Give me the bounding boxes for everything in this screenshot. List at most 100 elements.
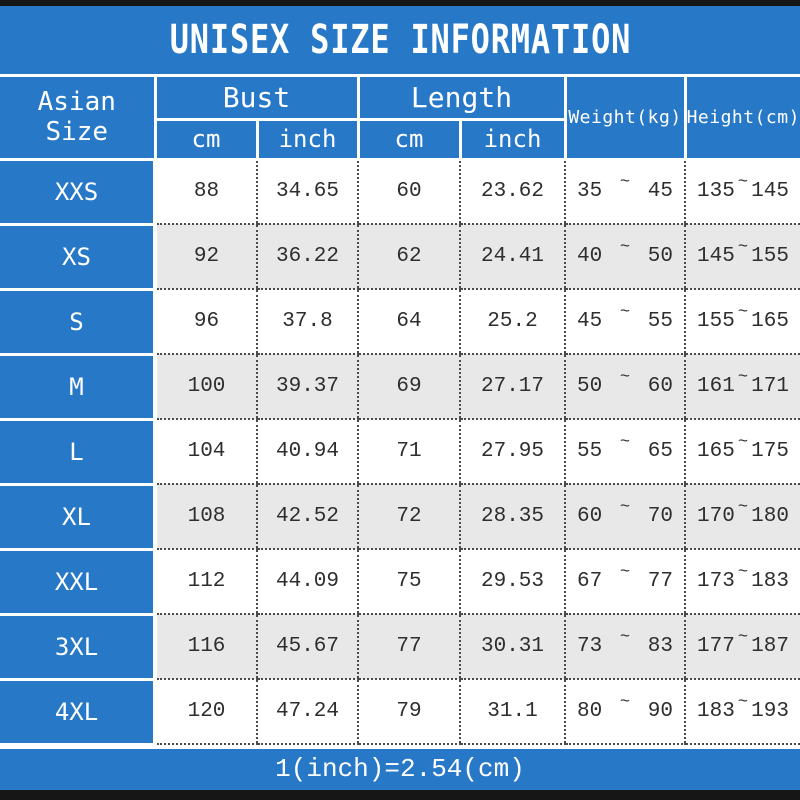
size-label-cell: M — [0, 354, 157, 421]
header-length-cm: cm — [356, 119, 462, 161]
weight-max: 50 — [647, 245, 673, 269]
weight-min: 55 — [577, 440, 603, 464]
weight-min: 60 — [577, 505, 603, 529]
weight-range-cell: 55 ~ 65 — [564, 419, 685, 486]
height-range-cell: 145 ~ 155 — [684, 224, 800, 291]
range-tilde: ~ — [737, 693, 749, 713]
weight-max: 77 — [647, 570, 673, 594]
bottom-border-bar — [0, 790, 800, 800]
range-tilde: ~ — [619, 498, 631, 518]
weight-min: 45 — [577, 310, 603, 334]
weight-max: 65 — [647, 440, 673, 464]
range-tilde: ~ — [737, 498, 749, 518]
range-tilde: ~ — [619, 173, 631, 193]
size-table-header: Asian Size Bust Length Weight(kg) Height… — [0, 77, 800, 161]
bust-cm-cell: 104 — [155, 419, 257, 486]
length-cm-cell: 77 — [357, 614, 460, 681]
bust-cm-cell: 108 — [155, 484, 257, 551]
length-cm-cell: 69 — [357, 354, 460, 421]
range-tilde: ~ — [619, 563, 631, 583]
weight-range-cell: 40 ~ 50 — [564, 224, 685, 291]
bust-inch-cell: 47.24 — [256, 679, 358, 746]
length-inch-cell: 27.17 — [459, 354, 565, 421]
height-min: 177 — [697, 635, 735, 659]
length-inch-cell: 25.2 — [459, 289, 565, 356]
height-min: 161 — [697, 375, 735, 399]
header-asian-size: Asian Size — [0, 77, 157, 161]
header-bust-group: Bust — [153, 77, 360, 121]
size-table: Asian Size Bust Length Weight(kg) Height… — [0, 77, 800, 746]
height-max: 175 — [751, 440, 789, 464]
height-range-cell: 177 ~ 187 — [684, 614, 800, 681]
length-inch-cell: 27.95 — [459, 419, 565, 486]
length-cm-cell: 71 — [357, 419, 460, 486]
range-tilde: ~ — [619, 433, 631, 453]
length-cm-cell: 79 — [357, 679, 460, 746]
bust-inch-cell: 45.67 — [256, 614, 358, 681]
weight-max: 70 — [647, 505, 673, 529]
length-inch-cell: 24.41 — [459, 224, 565, 291]
weight-range-cell: 80 ~ 90 — [564, 679, 685, 746]
range-tilde: ~ — [737, 303, 749, 323]
header-bust-inch: inch — [255, 119, 360, 161]
height-max: 155 — [751, 245, 789, 269]
size-label-cell: XXL — [0, 549, 157, 616]
height-min: 155 — [697, 310, 735, 334]
weight-range-cell: 60 ~ 70 — [564, 484, 685, 551]
range-tilde: ~ — [737, 238, 749, 258]
bust-cm-cell: 92 — [155, 224, 257, 291]
bust-cm-cell: 120 — [155, 679, 257, 746]
weight-min: 67 — [577, 570, 603, 594]
height-max: 171 — [751, 375, 789, 399]
size-label-cell: L — [0, 419, 157, 486]
bust-inch-cell: 37.8 — [256, 289, 358, 356]
height-min: 165 — [697, 440, 735, 464]
length-inch-cell: 28.35 — [459, 484, 565, 551]
top-border-bar — [0, 0, 800, 6]
bust-cm-cell: 116 — [155, 614, 257, 681]
table-row: XXS 88 34.65 60 23.62 35 ~ 45 135 ~ 145 — [0, 159, 800, 226]
title-banner: UNISEX SIZE INFORMATION — [0, 5, 800, 78]
weight-min: 35 — [577, 180, 603, 204]
table-row: XXL 112 44.09 75 29.53 67 ~ 77 173 ~ 183 — [0, 549, 800, 616]
range-tilde: ~ — [737, 173, 749, 193]
height-min: 170 — [697, 505, 735, 529]
range-tilde: ~ — [737, 563, 749, 583]
length-cm-cell: 72 — [357, 484, 460, 551]
weight-min: 50 — [577, 375, 603, 399]
table-row: XL 108 42.52 72 28.35 60 ~ 70 170 ~ 180 — [0, 484, 800, 551]
conversion-note-banner: 1(inch)=2.54(cm) — [0, 745, 800, 791]
table-row: 4XL 120 47.24 79 31.1 80 ~ 90 183 ~ 193 — [0, 679, 800, 746]
bust-inch-cell: 44.09 — [256, 549, 358, 616]
size-label-cell: XS — [0, 224, 157, 291]
page-title: UNISEX SIZE INFORMATION — [169, 17, 631, 64]
size-label-cell: S — [0, 289, 157, 356]
size-label-cell: XL — [0, 484, 157, 551]
length-inch-cell: 31.1 — [459, 679, 565, 746]
weight-max: 83 — [647, 635, 673, 659]
length-inch-cell: 23.62 — [459, 159, 565, 226]
table-row: 3XL 116 45.67 77 30.31 73 ~ 83 177 ~ 187 — [0, 614, 800, 681]
weight-max: 45 — [647, 180, 673, 204]
height-max: 187 — [751, 635, 789, 659]
size-label-cell: XXS — [0, 159, 157, 226]
height-min: 183 — [697, 700, 735, 724]
height-min: 173 — [697, 570, 735, 594]
length-inch-cell: 30.31 — [459, 614, 565, 681]
table-row: S 96 37.8 64 25.2 45 ~ 55 155 ~ 165 — [0, 289, 800, 356]
bust-inch-cell: 34.65 — [256, 159, 358, 226]
height-range-cell: 183 ~ 193 — [684, 679, 800, 746]
height-max: 145 — [751, 180, 789, 204]
range-tilde: ~ — [619, 368, 631, 388]
weight-min: 40 — [577, 245, 603, 269]
bust-inch-cell: 36.22 — [256, 224, 358, 291]
range-tilde: ~ — [619, 628, 631, 648]
weight-max: 90 — [647, 700, 673, 724]
length-inch-cell: 29.53 — [459, 549, 565, 616]
size-label-cell: 4XL — [0, 679, 157, 746]
header-length-group: Length — [356, 77, 567, 121]
weight-range-cell: 35 ~ 45 — [564, 159, 685, 226]
height-range-cell: 170 ~ 180 — [684, 484, 800, 551]
weight-min: 80 — [577, 700, 603, 724]
table-row: XS 92 36.22 62 24.41 40 ~ 50 145 ~ 155 — [0, 224, 800, 291]
